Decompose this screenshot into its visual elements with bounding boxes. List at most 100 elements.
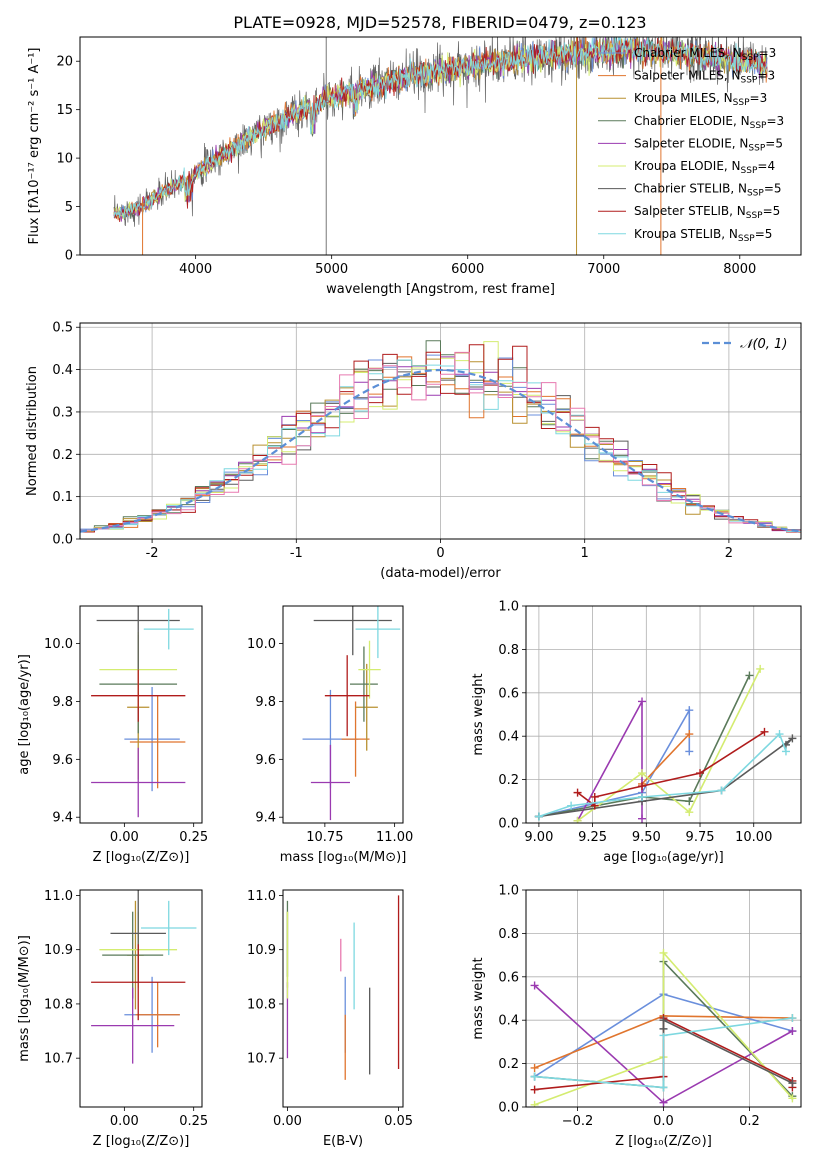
y-tick-label: 0.1 xyxy=(52,490,73,505)
weight-point-marker xyxy=(659,1024,668,1033)
spectrum-panel: 4000 5000 6000 7000 8000 0 5 10 15 20 wavelength [… xyxy=(27,36,802,297)
y-tick-label: 9.4 xyxy=(52,811,73,826)
x-axis-label: E(B-V) xyxy=(323,1134,363,1149)
y-tick-label: 0.2 xyxy=(498,1057,519,1072)
legend-entry-label: Kroupa ELODIE, NSSP=4 xyxy=(634,159,775,176)
weight-point-marker xyxy=(638,769,647,778)
x-tick-label: 0.00 xyxy=(273,1114,302,1129)
spectrum-legend: Chabrier MILES, NSSP=3 Salpeter MILES, NS… xyxy=(598,46,784,244)
x-tick-label: 5000 xyxy=(315,262,348,277)
weight-point-marker xyxy=(573,816,582,823)
weight-point-marker xyxy=(760,727,769,736)
weight-series-line xyxy=(534,950,793,1106)
y-tick-label: 11.0 xyxy=(247,889,276,904)
axis-ticks: 4000 5000 6000 7000 8000 0 5 10 15 20 xyxy=(56,55,756,277)
legend-entry-label: Salpeter MILES, NSSP=3 xyxy=(634,69,775,86)
x-axis-label: (data-model)/error xyxy=(380,566,501,581)
y-tick-label: 10.0 xyxy=(44,637,73,652)
x-tick-label: 0.2 xyxy=(739,1114,760,1129)
weight-point-marker xyxy=(530,981,539,990)
x-axis-label: age [log₁₀(age/yr)] xyxy=(603,850,724,865)
age-vs-mass-panel: 10.75 11.00 9.4 9.6 9.8 10.0 mass [log₁₀(M/M⊙)… xyxy=(247,605,413,865)
y-tick-label: 0.3 xyxy=(52,405,73,420)
weight-point-marker xyxy=(534,812,543,821)
y-tick-label: 9.8 xyxy=(255,695,276,710)
y-tick-label: 0.6 xyxy=(498,686,519,701)
weight-point-marker xyxy=(659,1016,668,1025)
x-tick-label: 9.00 xyxy=(524,830,553,845)
weight-point-marker xyxy=(685,706,694,715)
y-tick-label: 10.7 xyxy=(44,1052,73,1067)
axes-frame xyxy=(525,889,802,1108)
weight-point-marker xyxy=(775,730,784,739)
y-tick-label: 11.0 xyxy=(44,889,73,904)
weight-point-marker xyxy=(696,769,705,778)
weight-point-marker xyxy=(638,782,647,791)
y-tick-label: 10.9 xyxy=(247,943,276,958)
x-tick-label: 4000 xyxy=(179,262,212,277)
weight-point-marker xyxy=(685,730,694,739)
x-tick-label: 10.00 xyxy=(735,830,772,845)
y-tick-label: 1.0 xyxy=(498,600,519,615)
axis-ticks: -2 -1 0 1 2 0.0 0.1 0.2 0.3 0.4 0.5 xyxy=(52,321,733,561)
weight-point-marker xyxy=(659,948,668,957)
legend-entry-label: Salpeter ELODIE, NSSP=5 xyxy=(634,136,783,153)
y-tick-label: 10.9 xyxy=(44,943,73,958)
x-axis-label: wavelength [Angstrom, rest frame] xyxy=(326,282,555,297)
normal-reference-curve xyxy=(80,368,801,533)
mass-weight-vs-age-panel: 9.00 9.25 9.50 9.75 10.00 0.0 0.2 0.4 0.6 0.8 1.0 a… xyxy=(471,600,802,865)
weight-point-marker xyxy=(788,1014,797,1023)
x-tick-label: 0.00 xyxy=(110,1114,139,1129)
y-tick-label: 0.5 xyxy=(52,321,73,336)
x-tick-label: 2 xyxy=(725,546,733,561)
x-tick-label: 1 xyxy=(581,546,589,561)
y-tick-label: 1.0 xyxy=(498,884,519,899)
y-axis-label: age [log₁₀(age/yr)] xyxy=(17,654,32,775)
x-axis-label: Z [log₁₀(Z/Z⊙)] xyxy=(93,850,190,865)
weight-point-marker xyxy=(788,1027,797,1036)
y-tick-label: 10 xyxy=(56,152,73,167)
x-tick-label: −0.2 xyxy=(562,1114,594,1129)
axis-ticks: 0.00 0.25 9.4 9.6 9.8 10.0 xyxy=(44,637,208,845)
weight-point-marker xyxy=(590,792,599,801)
weight-series-line xyxy=(577,668,761,822)
residual-histogram-panel: -2 -1 0 1 2 0.0 0.1 0.2 0.3 0.4 0.5 (data-model)/er… xyxy=(25,321,802,581)
y-tick-label: 5 xyxy=(65,200,73,215)
plot-area xyxy=(113,37,768,255)
mass-vs-metallicity-panel: 0.00 0.25 10.7 10.8 10.9 11.0 Z [log₁₀(Z/Z⊙)] m… xyxy=(17,889,208,1149)
y-tick-label: 10.8 xyxy=(44,997,73,1012)
x-axis-label: Z [log₁₀(Z/Z⊙)] xyxy=(615,1134,712,1149)
x-tick-label: -2 xyxy=(146,546,159,561)
plot-area xyxy=(91,606,194,818)
axes-frame xyxy=(79,889,203,1108)
x-tick-label: 0 xyxy=(436,546,444,561)
x-tick-label: 8000 xyxy=(723,262,756,277)
axes-frame xyxy=(282,605,404,824)
x-axis-label: mass [log₁₀(M/M⊙)] xyxy=(280,850,407,865)
legend-entry-label: Chabrier ELODIE, NSSP=3 xyxy=(634,114,784,131)
weight-point-marker xyxy=(685,747,694,756)
x-tick-label: 9.75 xyxy=(686,830,715,845)
axes-frame xyxy=(79,322,802,540)
weight-point-marker xyxy=(685,797,694,806)
weight-point-marker xyxy=(530,1100,539,1107)
x-tick-label: 9.50 xyxy=(632,830,661,845)
axis-ticks: 9.00 9.25 9.50 9.75 10.00 0.0 0.2 0.4 0.6 0.8 1.0 xyxy=(498,600,772,846)
y-tick-label: 0.0 xyxy=(498,1101,519,1116)
axes-frame xyxy=(525,605,802,824)
spectrum-model-line xyxy=(113,37,768,223)
legend-entry-label: Kroupa MILES, NSSP=3 xyxy=(634,91,767,108)
figure-title: PLATE=0928, MJD=52578, FIBERID=0479, z=0… xyxy=(233,13,646,32)
y-tick-label: 0.0 xyxy=(52,533,73,548)
plot-area xyxy=(80,323,801,539)
weight-point-marker xyxy=(685,808,694,817)
axes-frame xyxy=(79,605,203,824)
y-tick-label: 0 xyxy=(65,249,73,264)
weight-point-marker xyxy=(638,792,647,801)
axis-ticks: −0.2 0.0 0.2 0.0 0.2 0.4 0.6 0.8 1.0 xyxy=(498,884,759,1130)
y-tick-label: 15 xyxy=(56,103,73,118)
weight-point-marker xyxy=(638,697,647,706)
weight-series-line xyxy=(538,675,751,818)
legend-entry-label: Chabrier MILES, NSSP=3 xyxy=(634,46,776,63)
